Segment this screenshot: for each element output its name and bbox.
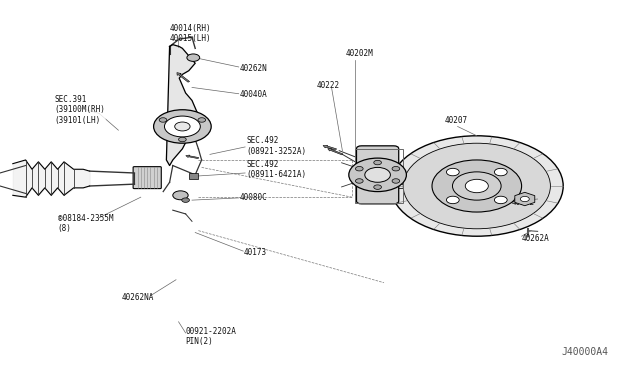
Text: J40000A4: J40000A4	[561, 347, 608, 357]
Polygon shape	[166, 45, 198, 166]
Circle shape	[355, 167, 363, 171]
Text: 40262: 40262	[512, 198, 535, 207]
FancyBboxPatch shape	[356, 146, 399, 204]
Circle shape	[173, 191, 188, 200]
Circle shape	[447, 196, 460, 203]
Circle shape	[164, 116, 200, 137]
Bar	[355, 149, 403, 203]
FancyArrow shape	[177, 73, 189, 82]
Text: 40014(RH)
40015(LH): 40014(RH) 40015(LH)	[170, 24, 211, 43]
Text: 40173: 40173	[243, 248, 266, 257]
Text: 40262N: 40262N	[240, 64, 268, 73]
Text: 40040A: 40040A	[240, 90, 268, 99]
FancyBboxPatch shape	[133, 167, 161, 189]
Circle shape	[198, 118, 205, 122]
Circle shape	[432, 160, 522, 212]
Circle shape	[159, 118, 167, 122]
FancyArrow shape	[328, 149, 343, 155]
Circle shape	[465, 179, 488, 193]
Bar	[189, 173, 198, 179]
Text: 00921-2202A
PIN(2): 00921-2202A PIN(2)	[186, 327, 236, 346]
Circle shape	[355, 179, 363, 183]
Text: SEC.492
(08921-3252A): SEC.492 (08921-3252A)	[246, 137, 307, 156]
Circle shape	[392, 167, 400, 171]
Circle shape	[520, 196, 529, 202]
Text: 40202M: 40202M	[346, 49, 373, 58]
Circle shape	[392, 179, 400, 183]
Circle shape	[349, 158, 406, 192]
Circle shape	[494, 169, 507, 176]
Circle shape	[154, 110, 211, 143]
Text: 40262A: 40262A	[522, 234, 549, 243]
Circle shape	[403, 143, 550, 229]
Text: 40080C: 40080C	[240, 193, 268, 202]
Circle shape	[175, 122, 190, 131]
Text: SEC.492
(08911-6421A): SEC.492 (08911-6421A)	[246, 160, 307, 179]
Circle shape	[182, 198, 189, 202]
FancyArrow shape	[186, 155, 198, 158]
Circle shape	[365, 167, 390, 182]
Circle shape	[452, 172, 501, 200]
Circle shape	[447, 169, 460, 176]
Circle shape	[494, 196, 507, 203]
Text: 40222: 40222	[317, 81, 340, 90]
Text: 40262NA: 40262NA	[122, 293, 154, 302]
Circle shape	[390, 136, 563, 236]
Circle shape	[374, 185, 381, 189]
Circle shape	[374, 160, 381, 165]
Circle shape	[187, 54, 200, 61]
FancyArrow shape	[323, 145, 337, 150]
Text: 40207: 40207	[445, 116, 468, 125]
Text: ®08184-2355M
(8): ®08184-2355M (8)	[58, 214, 113, 233]
Text: SEC.391
(39100M(RH)
(39101(LH): SEC.391 (39100M(RH) (39101(LH)	[54, 95, 105, 125]
Circle shape	[179, 137, 186, 142]
